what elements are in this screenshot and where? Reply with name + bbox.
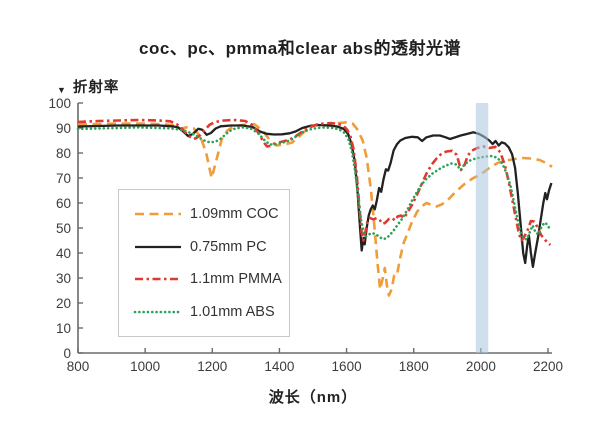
- x-tick-label: 2000: [466, 359, 496, 374]
- legend-label-pc: 0.75mm PC: [190, 238, 267, 255]
- pmma-curve: [77, 118, 552, 246]
- abs-line-sample: [133, 310, 183, 314]
- legend-label-coc: 1.09mm COC: [190, 206, 279, 223]
- y-tick-label: 80: [56, 146, 71, 161]
- legend: 1.09mm COC 0.75mm PC 1.1mm PMMA 1.01mm A…: [118, 189, 290, 337]
- pc-line-sample: [135, 245, 181, 248]
- x-tick-labels: 800 1000 1200 1400 1600 1800 2000 2200: [67, 348, 563, 374]
- x-tick-label: 1600: [332, 359, 362, 374]
- legend-item-coc: 1.09mm COC: [133, 206, 289, 222]
- x-tick-label: 1000: [130, 359, 160, 374]
- y-axis-label: ▼ 折射率: [57, 76, 119, 97]
- y-tick-label: 90: [56, 121, 71, 136]
- y-tick-label: 100: [48, 96, 71, 111]
- legend-label-abs: 1.01mm ABS: [190, 303, 275, 320]
- y-tick-label: 20: [56, 296, 71, 311]
- y-tick-label: 30: [56, 271, 71, 286]
- y-tick-label: 40: [56, 246, 71, 261]
- x-tick-label: 800: [67, 359, 90, 374]
- chart-title: coc、pc、pmma和clear abs的透射光谱: [139, 39, 461, 58]
- down-triangle-icon: ▼: [57, 84, 67, 95]
- legend-label-pmma: 1.1mm PMMA: [190, 271, 282, 288]
- y-tick-labels: 0 10 20 30 40 50 60 70 80 90 100: [48, 96, 83, 361]
- x-tick-label: 1400: [264, 359, 294, 374]
- y-tick-label: 0: [63, 346, 71, 361]
- highlight-band: [475, 103, 489, 353]
- y-tick-label: 50: [56, 221, 71, 236]
- y-tick-label: 10: [56, 321, 71, 336]
- pc-curve: [77, 123, 553, 268]
- y-tick-label: 60: [56, 196, 71, 211]
- legend-item-abs: 1.01mm ABS: [133, 304, 289, 320]
- x-tick-label: 1200: [197, 359, 227, 374]
- coc-curve: [77, 121, 553, 297]
- abs-curve: [76, 126, 551, 241]
- x-tick-label: 2200: [533, 359, 563, 374]
- x-axis-label: 波长（nm）: [268, 389, 358, 406]
- legend-item-pc: 0.75mm PC: [133, 239, 289, 255]
- legend-item-pmma: 1.1mm PMMA: [133, 271, 289, 287]
- pmma-line-sample: [135, 278, 181, 281]
- y-tick-label: 70: [56, 171, 71, 186]
- y-axis-label-text: 折射率: [72, 80, 120, 96]
- x-tick-label: 1800: [399, 359, 429, 374]
- coc-line-sample: [135, 212, 181, 216]
